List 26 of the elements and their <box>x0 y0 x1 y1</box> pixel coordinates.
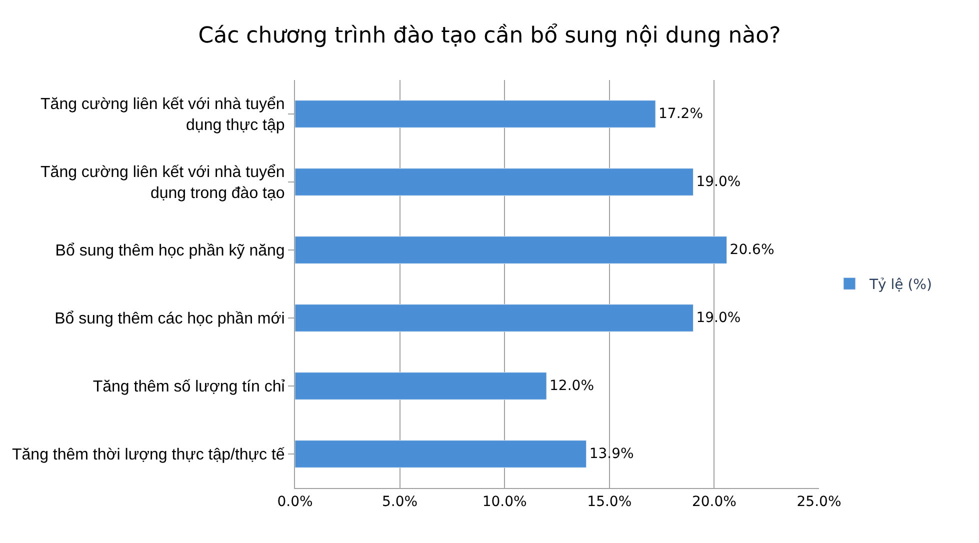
x-tick-label: 10.0% <box>482 494 527 510</box>
chart-title: Các chương trình đào tạo cần bổ sung nội dung nào? <box>198 24 781 49</box>
bar <box>295 236 728 264</box>
data-label: 13.9% <box>589 446 634 462</box>
data-label: 19.0% <box>696 310 741 326</box>
legend-label: Tỷ lệ (%) <box>868 277 932 294</box>
bar <box>295 100 656 128</box>
bar <box>295 440 587 468</box>
x-tick-label: 15.0% <box>587 494 632 510</box>
bar <box>295 168 694 196</box>
y-tick-label: Tăng thêm số lượng tín chỉ <box>92 378 286 396</box>
bar <box>295 372 547 400</box>
x-tick-label: 0.0% <box>277 494 313 510</box>
data-label: 17.2% <box>658 106 703 122</box>
x-tick-label: 25.0% <box>796 494 842 510</box>
x-tick-label: 20.0% <box>692 494 736 510</box>
y-tick-label: Tăng cường liên kết với nhà tuyển dụng thực tập <box>40 96 285 134</box>
bar <box>295 304 694 332</box>
y-tick-label: Bổ sung thêm học phần kỹ năng <box>55 242 285 260</box>
data-label: 12.0% <box>550 378 594 394</box>
y-tick-label: Tăng cường liên kết với nhà tuyển dụng trong đào tạo <box>40 164 285 202</box>
y-tick-label: Bổ sung thêm các học phần mới <box>54 310 285 328</box>
x-tick-label: 5.0% <box>382 494 418 510</box>
data-label: 19.0% <box>696 174 741 190</box>
y-tick-label: Tăng thêm thời lượng thực tập/thực tế <box>12 446 285 464</box>
data-label: 20.6% <box>730 242 774 258</box>
